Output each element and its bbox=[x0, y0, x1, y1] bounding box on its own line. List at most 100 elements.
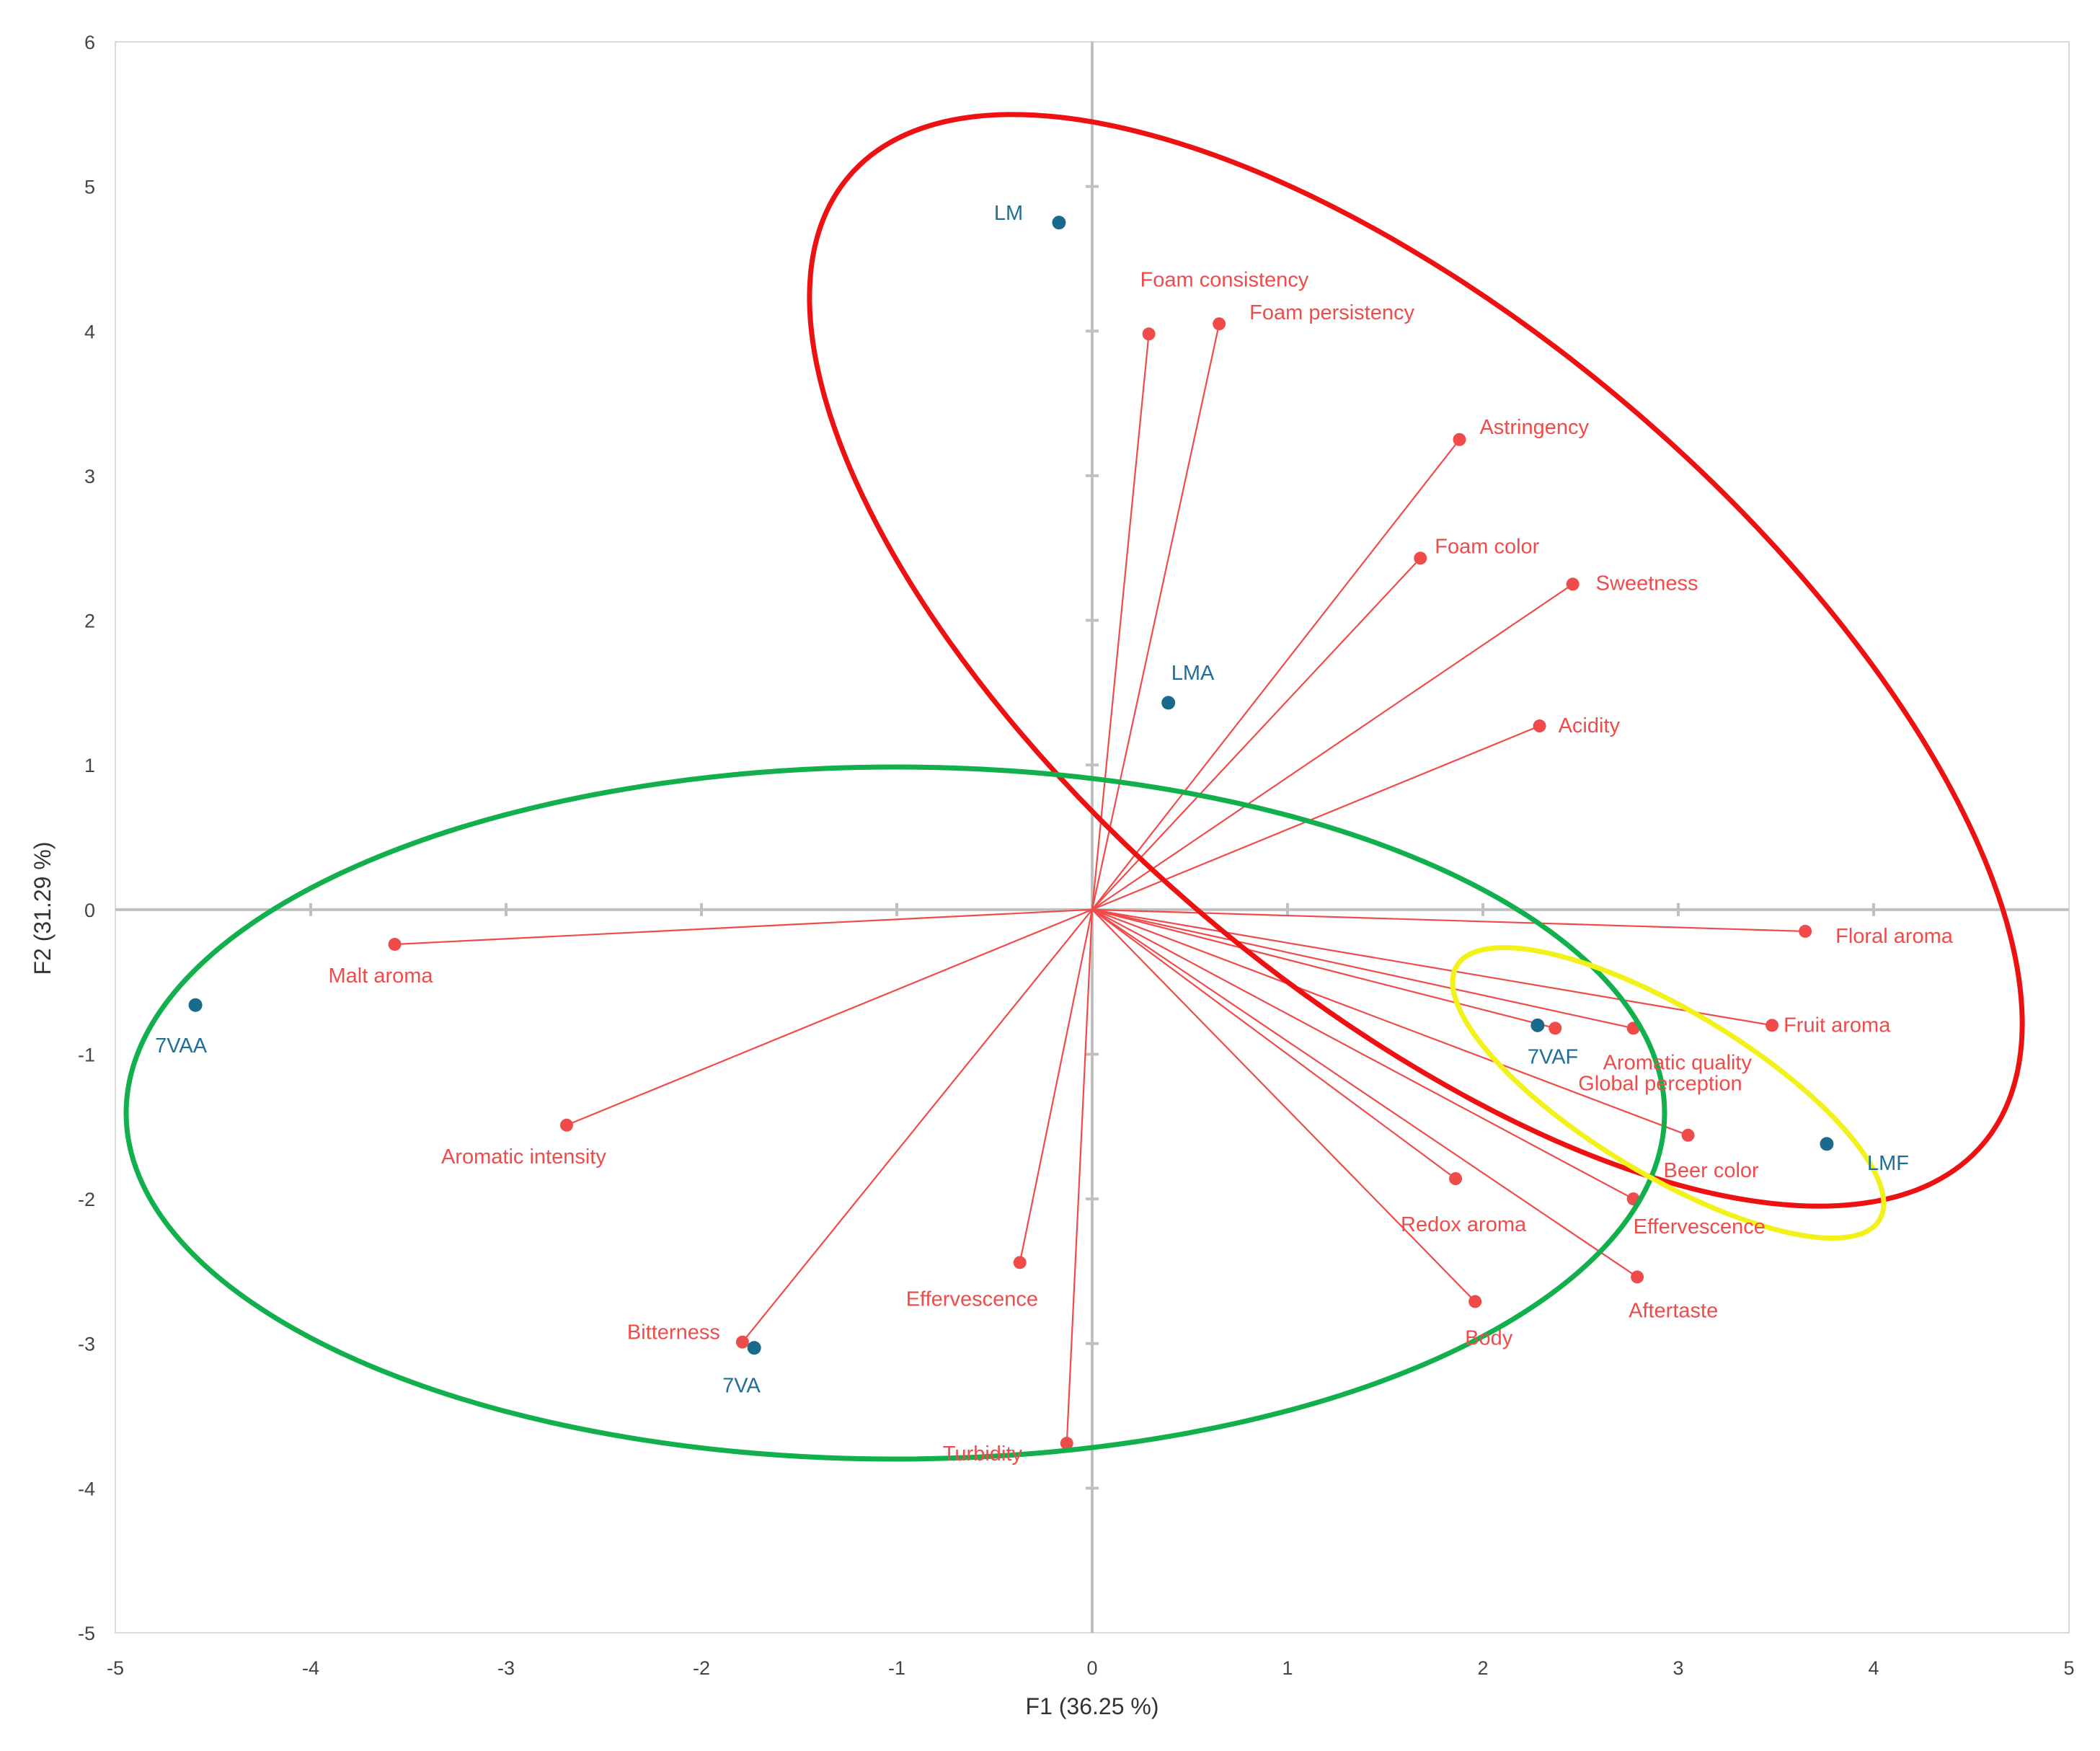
variable-point-foam-color bbox=[1414, 551, 1427, 565]
x-tick-label: -3 bbox=[497, 1657, 515, 1679]
variable-point-aftertaste bbox=[1631, 1270, 1644, 1284]
variable-point-turbidity bbox=[1060, 1437, 1073, 1450]
variable-label-body: Body bbox=[1465, 1327, 1513, 1350]
vector-effervescence bbox=[1091, 908, 1634, 1200]
x-tick-label: 3 bbox=[1673, 1657, 1683, 1679]
vector-aromatic-quality bbox=[1091, 908, 1634, 1029]
vector-turbidity bbox=[1065, 909, 1094, 1444]
x-axis-title: F1 (36.25 %) bbox=[1026, 1693, 1159, 1719]
variable-point-sweetness bbox=[1566, 577, 1580, 591]
y-tick-label: 0 bbox=[84, 900, 95, 921]
observation-label-7va: 7VA bbox=[722, 1375, 761, 1398]
vector-acidity bbox=[1091, 724, 1541, 910]
variable-point-malt-aroma bbox=[388, 937, 402, 951]
variable-label-acidity: Acidity bbox=[1559, 714, 1621, 737]
variable-point-floral-aroma bbox=[1799, 924, 1812, 938]
variable-label-foam-consistency: Foam consistency bbox=[1140, 268, 1309, 291]
variable-label-effervescence: Effervescence bbox=[1634, 1215, 1765, 1238]
observation-point-lmf bbox=[1820, 1137, 1834, 1151]
variable-label-turbidity: Turbidity bbox=[943, 1442, 1023, 1466]
x-tick-label: -5 bbox=[107, 1657, 124, 1679]
y-tick-label: 5 bbox=[84, 177, 95, 198]
y-tick-label: -4 bbox=[78, 1478, 95, 1499]
variable-point-bitterness bbox=[735, 1335, 749, 1349]
variable-label-astringency: Astringency bbox=[1479, 416, 1589, 439]
x-tick-label: -2 bbox=[693, 1657, 710, 1679]
vector-global-perception bbox=[1091, 908, 1556, 1029]
vector-aromatic-intensity bbox=[566, 908, 1093, 1126]
variable-label-global-perception: Global perception bbox=[1578, 1072, 1742, 1095]
observation-label-lm: LM bbox=[994, 202, 1023, 225]
variable-label-foam-color: Foam color bbox=[1435, 535, 1539, 558]
variable-point-global-perception bbox=[1549, 1021, 1562, 1035]
variable-point-redox-aroma bbox=[1449, 1172, 1463, 1186]
variable-label-fruit-aroma: Fruit aroma bbox=[1784, 1014, 1891, 1037]
vector-sweetness bbox=[1091, 583, 1574, 910]
observation-label-lmf: LMF bbox=[1867, 1152, 1909, 1175]
y-tick-label: -1 bbox=[78, 1044, 95, 1065]
vector-bitterness bbox=[742, 909, 1093, 1343]
x-tick-label: 4 bbox=[1868, 1657, 1879, 1679]
observation-point-7vaa bbox=[188, 998, 203, 1012]
variable-label-aromatic-quality: Aromatic quality bbox=[1603, 1051, 1753, 1074]
vector-aftertaste bbox=[1091, 908, 1638, 1278]
y-axis-title: F2 (31.29 %) bbox=[30, 842, 56, 975]
variable-label-foam-persistency: Foam persistency bbox=[1249, 301, 1414, 324]
vector-body bbox=[1091, 909, 1476, 1303]
y-tick-label: 1 bbox=[84, 755, 95, 776]
variable-point-beer-color bbox=[1681, 1128, 1695, 1142]
y-tick-label: 3 bbox=[84, 466, 95, 487]
variable-point-fruit-aroma bbox=[1765, 1019, 1779, 1032]
variable-label-aromatic-intensity: Aromatic intensity bbox=[441, 1145, 606, 1169]
y-tick-label: 6 bbox=[84, 32, 95, 53]
group-ellipse-yellow bbox=[1450, 945, 1887, 1241]
x-tick-label: -4 bbox=[302, 1657, 319, 1679]
vector-malt-aroma bbox=[394, 908, 1093, 946]
variable-label-malt-aroma: Malt aroma bbox=[329, 965, 434, 988]
variable-label-sweetness: Sweetness bbox=[1596, 572, 1698, 595]
variable-point-effervescence bbox=[1013, 1256, 1027, 1269]
variable-label-floral-aroma: Floral aroma bbox=[1835, 925, 1954, 948]
y-tick-label: -2 bbox=[78, 1189, 95, 1210]
x-tick-label: 0 bbox=[1086, 1657, 1097, 1679]
variable-label-redox-aroma: Redox aroma bbox=[1401, 1213, 1527, 1236]
variable-point-acidity bbox=[1533, 719, 1546, 733]
variable-point-foam-consistency bbox=[1142, 327, 1156, 341]
variable-label-beer-color: Beer color bbox=[1664, 1159, 1760, 1182]
vector-foam-consistency bbox=[1091, 334, 1150, 910]
observation-label-7vaa: 7VAA bbox=[155, 1034, 208, 1058]
y-tick-label: -3 bbox=[78, 1334, 95, 1355]
x-tick-label: 5 bbox=[2063, 1657, 2074, 1679]
vector-beer-color bbox=[1091, 908, 1688, 1136]
variable-point-body bbox=[1468, 1295, 1482, 1308]
group-ellipse-red bbox=[807, 112, 2025, 1209]
x-tick-label: 1 bbox=[1282, 1657, 1293, 1679]
variable-point-aromatic-intensity bbox=[560, 1118, 574, 1132]
group-ellipse-green bbox=[123, 764, 1667, 1462]
observation-label-7vaf: 7VAF bbox=[1528, 1045, 1578, 1068]
observation-point-lma bbox=[1161, 696, 1176, 710]
vector-foam-color bbox=[1091, 557, 1422, 910]
observation-point-7vaf bbox=[1530, 1018, 1545, 1032]
x-tick-label: -1 bbox=[888, 1657, 905, 1679]
x-tick-label: 2 bbox=[1477, 1657, 1488, 1679]
variable-label-aftertaste: Aftertaste bbox=[1629, 1299, 1718, 1322]
observation-point-7va bbox=[747, 1341, 761, 1355]
observation-point-lm bbox=[1052, 216, 1066, 230]
vector-redox-aroma bbox=[1091, 908, 1456, 1179]
vector-astringency bbox=[1091, 439, 1461, 910]
variable-point-foam-persistency bbox=[1213, 317, 1226, 331]
variable-label-bitterness: Bitterness bbox=[627, 1321, 720, 1344]
vector-effervescence bbox=[1019, 909, 1094, 1263]
y-tick-label: 4 bbox=[84, 321, 95, 342]
variable-point-astringency bbox=[1453, 433, 1466, 446]
vector-fruit-aroma bbox=[1091, 908, 1773, 1027]
vector-floral-aroma bbox=[1091, 908, 1806, 933]
y-tick-label: -5 bbox=[78, 1623, 95, 1644]
observation-label-lma: LMA bbox=[1171, 662, 1215, 685]
vector-foam-persistency bbox=[1091, 324, 1220, 910]
y-tick-label: 2 bbox=[84, 611, 95, 632]
variable-label-effervescence: Effervescence bbox=[906, 1287, 1038, 1311]
